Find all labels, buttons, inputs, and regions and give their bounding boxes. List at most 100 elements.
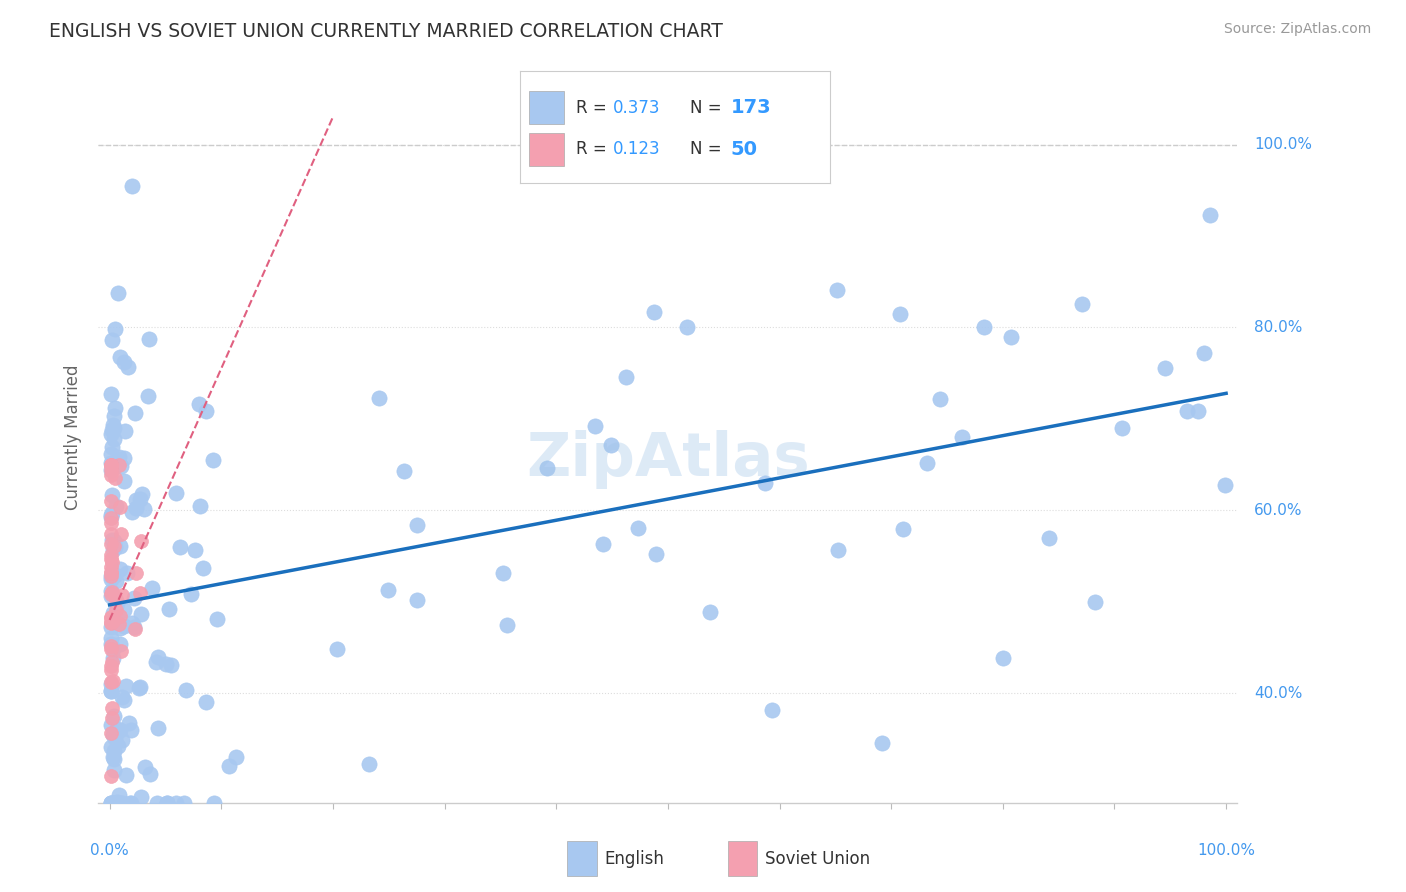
Point: [108, 616, 131, 631]
Point: [100, 467, 122, 482]
Point: [103, 796, 125, 810]
Text: 0.373: 0.373: [613, 99, 661, 117]
Point: [148, 649, 170, 664]
Point: [120, 796, 142, 810]
Point: [107, 739, 129, 753]
Text: English: English: [605, 849, 665, 868]
Point: [100, 726, 122, 740]
Point: [101, 642, 124, 657]
Point: [406, 517, 429, 532]
Text: Soviet Union: Soviet Union: [765, 849, 870, 868]
Point: [103, 401, 125, 415]
Text: 0.123: 0.123: [613, 140, 661, 159]
Point: [112, 450, 135, 465]
Point: [928, 392, 950, 406]
Point: [100, 333, 122, 347]
Point: [134, 760, 156, 774]
Point: [121, 178, 143, 193]
Point: [101, 506, 124, 520]
Point: [600, 437, 623, 451]
Point: [103, 539, 125, 553]
Point: [112, 354, 135, 368]
Point: [827, 542, 849, 557]
Point: [889, 307, 911, 321]
Point: [145, 655, 167, 669]
Point: [950, 430, 973, 444]
Point: [100, 583, 122, 598]
Point: [128, 586, 150, 600]
Point: [114, 693, 136, 707]
Point: [103, 409, 125, 423]
Point: [103, 534, 125, 549]
Point: [1038, 532, 1060, 546]
Point: [121, 504, 143, 518]
Point: [103, 763, 125, 777]
Point: [132, 502, 155, 516]
Point: [100, 447, 122, 461]
Point: [103, 543, 125, 558]
Point: [891, 522, 914, 536]
Point: [973, 320, 995, 334]
Point: [100, 458, 122, 472]
Point: [100, 560, 122, 574]
Point: [110, 644, 132, 658]
Point: [1187, 403, 1209, 417]
Point: [117, 360, 139, 375]
Point: [115, 566, 138, 581]
Point: [761, 703, 783, 717]
Point: [645, 547, 668, 561]
Point: [103, 568, 125, 582]
Point: [101, 728, 124, 742]
Point: [120, 723, 142, 738]
Point: [100, 509, 122, 524]
Point: [131, 487, 153, 501]
Point: [115, 768, 138, 782]
Point: [129, 533, 152, 548]
Point: [592, 537, 614, 551]
Point: [101, 606, 124, 620]
Point: [205, 612, 228, 626]
Point: [1175, 404, 1198, 418]
Point: [1084, 595, 1107, 609]
Point: [108, 723, 131, 738]
Point: [111, 796, 134, 810]
Point: [1000, 329, 1022, 343]
Point: [100, 565, 122, 579]
Point: [141, 581, 163, 595]
Point: [100, 463, 122, 477]
Point: [104, 603, 127, 617]
Point: [108, 458, 131, 472]
Text: 50: 50: [731, 140, 758, 159]
Point: [124, 623, 146, 637]
Point: [114, 425, 136, 439]
Point: [105, 499, 128, 513]
Point: [173, 796, 195, 810]
Point: [367, 391, 389, 405]
Point: [101, 711, 124, 725]
Point: [101, 655, 124, 669]
Point: [100, 572, 122, 586]
Point: [100, 494, 122, 508]
Point: [156, 796, 179, 810]
Point: [103, 744, 125, 758]
Point: [406, 592, 429, 607]
Point: [100, 610, 122, 624]
Point: [643, 305, 665, 319]
Point: [100, 769, 122, 783]
Point: [138, 388, 160, 402]
Point: [108, 788, 131, 802]
Point: [614, 369, 637, 384]
Point: [195, 695, 218, 709]
Point: [125, 493, 148, 508]
Point: [100, 458, 122, 472]
Y-axis label: Currently Married: Currently Married: [65, 364, 83, 510]
Point: [357, 756, 380, 771]
Point: [1215, 478, 1237, 492]
Point: [146, 796, 169, 810]
Point: [108, 350, 131, 364]
Point: [100, 684, 122, 698]
Point: [103, 470, 125, 484]
Point: [100, 639, 122, 653]
Point: [129, 607, 152, 621]
Point: [122, 591, 145, 605]
